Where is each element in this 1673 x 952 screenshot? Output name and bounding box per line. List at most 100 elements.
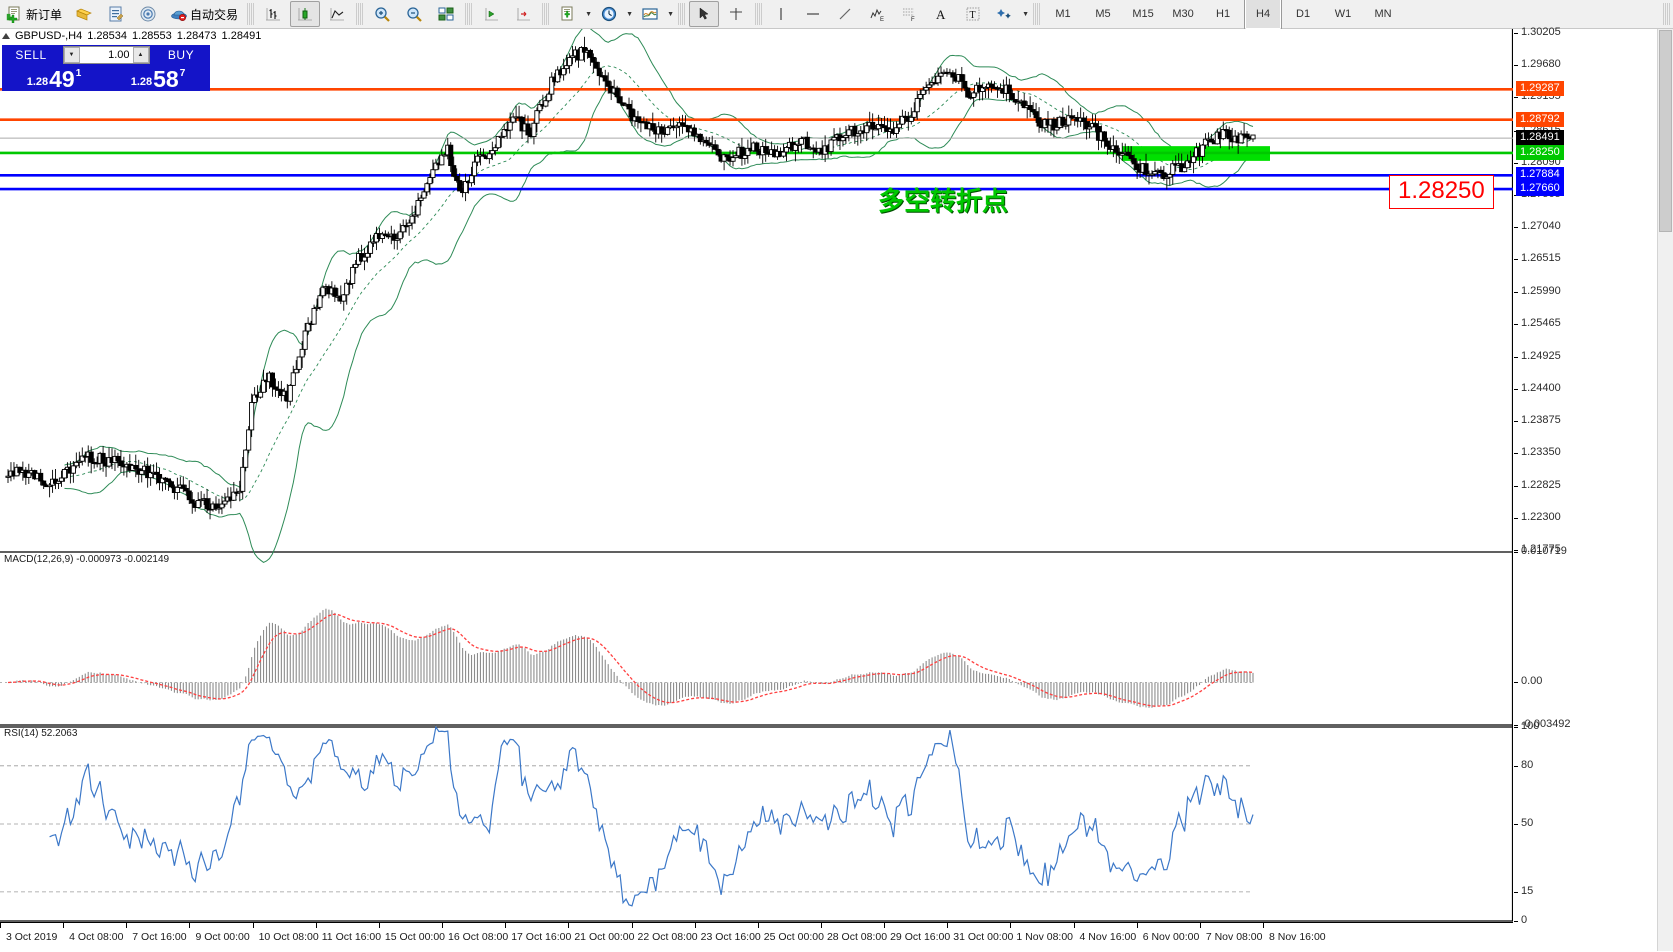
timeframe-label: H4 bbox=[1256, 8, 1271, 20]
occ-header-row: SELL ▼ 1.00 ▲ BUY bbox=[2, 45, 210, 65]
price-axis-tick: 1.23875 bbox=[1514, 414, 1561, 427]
bollinger-lower-band bbox=[64, 88, 1254, 564]
zoom-out-button[interactable] bbox=[399, 1, 429, 27]
toolbar-separator bbox=[755, 3, 763, 25]
vertical-scrollbar[interactable] bbox=[1657, 29, 1673, 951]
volume-increase-icon[interactable]: ▲ bbox=[132, 47, 149, 63]
price-axis-tick: 1.22825 bbox=[1514, 478, 1561, 491]
timeframe-m30[interactable]: M30 bbox=[1164, 0, 1202, 30]
signal-icon bbox=[140, 6, 156, 22]
target-price-annotation[interactable]: 1.28250 bbox=[1389, 175, 1494, 209]
scrollbar-thumb[interactable] bbox=[1659, 30, 1672, 232]
one-click-trading-panel[interactable]: SELL ▼ 1.00 ▲ BUY 1.28 49 1 1.28 58 7 bbox=[2, 45, 210, 91]
svg-text:E: E bbox=[880, 17, 884, 23]
toolbar-separator bbox=[1663, 3, 1670, 25]
chart-shift-button[interactable] bbox=[508, 1, 538, 27]
trendline-button[interactable] bbox=[830, 1, 860, 27]
period-dropdown-arrow-icon[interactable]: ▼ bbox=[626, 10, 633, 18]
folder-icon bbox=[76, 8, 92, 21]
price-axis-chip-support[interactable]: 1.27660 bbox=[1516, 181, 1564, 197]
text-label-button[interactable]: T bbox=[958, 1, 988, 27]
horizontal-line-icon bbox=[807, 13, 820, 15]
timeframe-m15[interactable]: M15 bbox=[1124, 0, 1162, 30]
collapse-triangle-icon[interactable] bbox=[2, 33, 10, 39]
price-axis-chip-pivot[interactable]: 1.28250 bbox=[1516, 144, 1564, 160]
timeframe-h4[interactable]: H4 bbox=[1244, 0, 1283, 30]
signals-button[interactable] bbox=[133, 1, 163, 27]
fibonacci-button[interactable]: F bbox=[894, 1, 924, 27]
volume-input[interactable]: 1.00 bbox=[108, 49, 130, 61]
price-axis-chip-support[interactable]: 1.27884 bbox=[1516, 167, 1564, 183]
templates-dropdown-arrow-icon[interactable]: ▼ bbox=[585, 10, 592, 18]
timeframe-d1[interactable]: D1 bbox=[1284, 0, 1322, 30]
text-icon: A bbox=[936, 7, 946, 22]
line-chart-button[interactable] bbox=[322, 1, 352, 27]
price-axis-tick: 1.23350 bbox=[1514, 446, 1561, 459]
tile-windows-button[interactable] bbox=[431, 1, 461, 27]
buy-button[interactable]: BUY bbox=[167, 48, 195, 62]
autotrading-button[interactable]: 自动交易 bbox=[165, 1, 243, 27]
timeframe-h1[interactable]: H1 bbox=[1204, 0, 1242, 30]
scroll-end-button[interactable] bbox=[476, 1, 506, 27]
expert-advisors-button[interactable] bbox=[69, 1, 99, 27]
indicators-button[interactable] bbox=[635, 1, 665, 27]
buy-price-display[interactable]: 1.28 58 7 bbox=[106, 65, 210, 91]
macd-indicator-label: MACD(12,26,9) -0.000973 -0.002149 bbox=[4, 554, 170, 565]
new-order-button[interactable]: 新订单 bbox=[1, 1, 67, 27]
svg-text:F: F bbox=[911, 17, 915, 23]
crosshair-button[interactable] bbox=[721, 1, 751, 27]
shapes-button[interactable] bbox=[990, 1, 1020, 27]
sell-price-pips: 49 bbox=[49, 66, 75, 92]
timeframe-w1[interactable]: W1 bbox=[1324, 0, 1362, 30]
vertical-line-button[interactable] bbox=[766, 1, 796, 27]
candlestick-chart-button[interactable] bbox=[290, 1, 321, 27]
candlestick-chart-icon bbox=[298, 8, 313, 21]
time-axis-tick: 1 Nov 08:00 bbox=[1010, 923, 1074, 943]
time-axis-tick: 16 Oct 08:00 bbox=[442, 923, 509, 943]
elliott-wave-icon: E bbox=[870, 8, 884, 23]
turning-point-annotation[interactable]: 多空转折点 bbox=[878, 186, 1009, 216]
zoom-in-button[interactable] bbox=[367, 1, 397, 27]
volume-decrease-icon[interactable]: ▼ bbox=[63, 47, 80, 63]
horizontal-line-button[interactable] bbox=[798, 1, 828, 27]
toolbar-separator bbox=[542, 3, 550, 25]
line-chart-icon bbox=[330, 8, 345, 21]
metaeditor-icon bbox=[109, 6, 124, 22]
chart-window[interactable]: GBPUSD-,H4 1.28534 1.28553 1.28473 1.284… bbox=[0, 26, 1673, 952]
svg-text:A: A bbox=[936, 7, 946, 22]
time-axis-tick: 4 Oct 08:00 bbox=[63, 923, 124, 943]
rsi-axis-tick: 80 bbox=[1513, 758, 1534, 771]
price-axis-chip-current-price[interactable]: 1.28491 bbox=[1516, 130, 1564, 146]
period-button[interactable] bbox=[594, 1, 624, 27]
macd-axis-tick: 0.00 bbox=[1513, 675, 1543, 688]
elliott-wave-button[interactable]: E bbox=[862, 1, 892, 27]
price-axis-tick: 1.25990 bbox=[1514, 284, 1561, 297]
toolbar-separator bbox=[1033, 3, 1041, 25]
volume-stepper[interactable]: ▼ 1.00 ▲ bbox=[62, 46, 150, 64]
sell-price-display[interactable]: 1.28 49 1 bbox=[2, 65, 106, 91]
hat-icon bbox=[171, 10, 187, 22]
cursor-arrow-button[interactable] bbox=[689, 1, 720, 27]
indicators-dropdown-arrow-icon[interactable]: ▼ bbox=[667, 10, 674, 18]
metaeditor-button[interactable] bbox=[101, 1, 131, 27]
buy-price-fraction: 7 bbox=[179, 68, 186, 79]
ohlc-open: 1.28534 bbox=[87, 30, 128, 42]
price-chart-plot[interactable] bbox=[0, 29, 1513, 951]
price-axis-chip-resistance[interactable]: 1.29287 bbox=[1516, 81, 1564, 97]
shapes-dropdown-arrow-icon[interactable]: ▼ bbox=[1022, 10, 1029, 18]
timeframe-mn[interactable]: MN bbox=[1364, 0, 1402, 30]
price-axis[interactable]: 1.302051.296801.291551.286151.280901.275… bbox=[1513, 26, 1673, 951]
trendline-icon bbox=[839, 8, 851, 20]
bar-chart-button[interactable] bbox=[258, 1, 288, 27]
templates-button[interactable] bbox=[553, 1, 583, 27]
time-axis-tick: 21 Oct 00:00 bbox=[568, 923, 635, 943]
timeframe-m1[interactable]: M1 bbox=[1044, 0, 1082, 30]
clock-icon bbox=[601, 6, 617, 22]
sell-button[interactable]: SELL bbox=[15, 48, 47, 62]
price-axis-chip-resistance[interactable]: 1.28792 bbox=[1516, 111, 1564, 127]
timeframe-m5[interactable]: M5 bbox=[1084, 0, 1122, 30]
time-axis-tick: 10 Oct 08:00 bbox=[252, 923, 319, 943]
bollinger-upper-band bbox=[64, 29, 1254, 488]
text-button[interactable]: A bbox=[926, 1, 956, 27]
time-axis[interactable]: 3 Oct 2019 4 Oct 08:00 7 Oct 16:00 9 Oct 00… bbox=[0, 922, 1513, 952]
